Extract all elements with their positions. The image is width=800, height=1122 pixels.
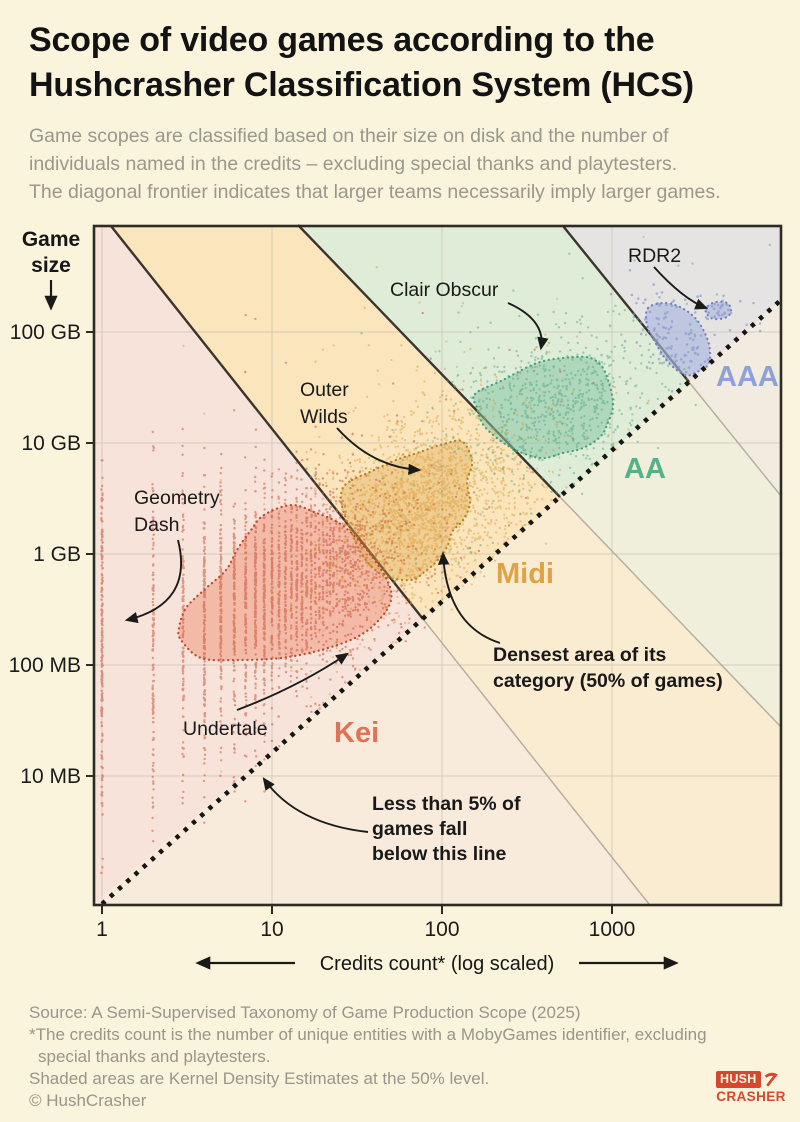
footer: Source: A Semi-Supervised Taxonomy of Ga… (29, 1002, 785, 1112)
annotation-clair-obscur: Clair Obscur (390, 279, 499, 301)
x-tick-label: 1 (96, 918, 108, 941)
hammer-icon (764, 1072, 778, 1087)
hushcrasher-logo: HUSH CRASHER (716, 1070, 786, 1104)
annotation-arrow-icon (124, 539, 182, 624)
kde-area-aaa (645, 303, 711, 376)
annotation-arrow-icon (653, 266, 709, 310)
scatter-points-kei (100, 311, 595, 875)
annotation-less5: games fall (372, 818, 467, 840)
kde-outline-kei (177, 503, 393, 662)
title-line-1: Scope of video games according to the (29, 21, 655, 59)
footer-line: special thanks and playtesters. (38, 1047, 271, 1067)
band-faint-aaa (689, 300, 781, 496)
annotation-less5: below this line (372, 843, 507, 865)
annotation-undertale: Undertale (183, 718, 268, 740)
kde-area-midi (340, 440, 473, 581)
x-tick-label: 1000 (589, 918, 636, 941)
annotation-outer-wilds: Outer (300, 379, 349, 401)
scatter-points-midi (100, 235, 689, 773)
kde-outline-aa (472, 355, 615, 460)
annotation-geometry-dash: Geometry (134, 487, 220, 509)
annotation-rdr2: RDR2 (628, 245, 681, 267)
annotation-arrow-icon (437, 551, 501, 644)
boundary-continuation-line (559, 496, 782, 728)
y-tick-label: 100 GB (10, 321, 81, 344)
scatter-points-aa (298, 243, 771, 565)
annotation-densest: category (50% of games) (493, 670, 723, 692)
band-midi (111, 225, 560, 619)
y-axis-title: Game (22, 228, 80, 251)
plot-frame (92, 224, 783, 907)
boundary-continuation-line (688, 381, 782, 497)
annotation-outer-wilds: Wilds (300, 406, 348, 428)
footer-line: *The credits count is the number of uniq… (29, 1025, 707, 1045)
subtitle-line-2: individuals named in the credits – exclu… (29, 153, 678, 176)
page-subtitle: Game scopes are classified based on thei… (29, 122, 721, 206)
subtitle-line-1: Game scopes are classified based on thei… (29, 125, 669, 147)
band-faint-midi (423, 497, 781, 904)
footer-line: Shaded areas are Kernel Density Estimate… (29, 1069, 490, 1089)
annotation-less5: Less than 5% of (372, 793, 521, 815)
y-tick-label: 100 MB (9, 654, 81, 677)
footer-notes: Source: A Semi-Supervised Taxonomy of Ga… (29, 1002, 771, 1112)
annotation-densest: Densest area of its (493, 644, 667, 666)
subtitle-line-3: The diagonal frontier indicates that lar… (29, 181, 721, 204)
x-axis-title: Credits count* (log scaled) (320, 953, 555, 975)
scatter-chart: 100 GB 10 GB 1 GB 100 MB 10 MB 1 10 100 1000 Game… (9, 224, 783, 975)
category-label-aaa: AAA (716, 361, 779, 393)
title-line-2: Hushcrasher Classification System (HCS) (29, 66, 694, 105)
y-tick-label: 10 MB (20, 765, 81, 788)
logo-hush-badge: HUSH (716, 1070, 761, 1088)
tick-marks (86, 331, 613, 914)
annotation-arrow-icon (336, 427, 422, 475)
x-tick-label: 100 (424, 918, 459, 941)
kde-outline-midi (339, 439, 474, 582)
footer-line: © HushCrasher (29, 1091, 147, 1111)
frontier-dotted-line (100, 298, 783, 906)
annotation-arrow-icon (507, 302, 549, 351)
y-tick-label: 10 GB (21, 432, 81, 455)
y-tick-label: 1 GB (33, 543, 81, 566)
page-title: Scope of video games according to the Hus… (29, 18, 694, 108)
annotation-arrow-icon (236, 652, 349, 711)
x-tick-label: 10 (260, 918, 283, 941)
boundary-continuation-line (422, 618, 650, 905)
category-label-aa: AA (624, 453, 666, 485)
annotation-arrow-icon (262, 777, 369, 833)
logo-crasher: CRASHER (716, 1089, 786, 1104)
band-faint-kei (94, 619, 649, 904)
scatter-points-aaa (609, 269, 762, 393)
y-axis-title: size (31, 254, 71, 277)
kde-outline-aaa (704, 300, 733, 321)
annotation-geometry-dash: Dash (134, 514, 180, 536)
category-label-kei: Kei (334, 717, 379, 749)
category-label-midi: Midi (496, 558, 554, 590)
kde-area-aa (473, 356, 614, 459)
footer-line: Source: A Semi-Supervised Taxonomy of Ga… (29, 1003, 581, 1022)
